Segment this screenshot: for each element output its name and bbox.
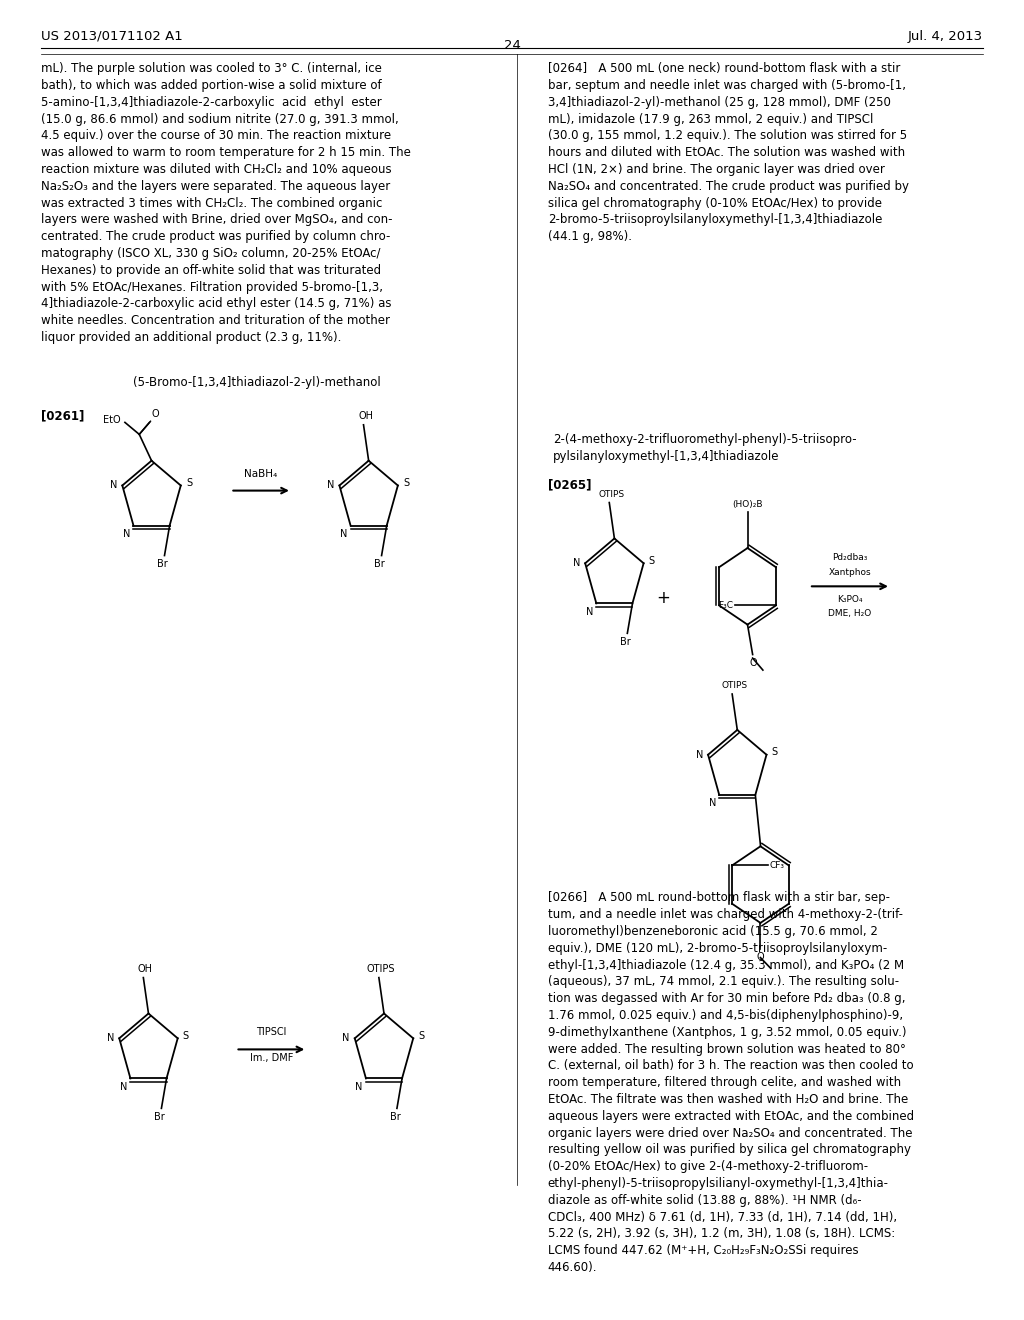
Text: N: N: [120, 1082, 127, 1092]
Text: Xantphos: Xantphos: [828, 568, 871, 577]
Text: OTIPS: OTIPS: [598, 490, 625, 499]
Text: [0265]: [0265]: [548, 479, 591, 491]
Text: (HO)₂B: (HO)₂B: [732, 499, 763, 508]
Text: [0266]   A 500 mL round-bottom flask with a stir bar, sep-
tum, and a needle inl: [0266] A 500 mL round-bottom flask with …: [548, 891, 914, 1274]
Text: OH: OH: [358, 412, 373, 421]
Text: +: +: [656, 589, 671, 607]
Text: NaBH₄: NaBH₄: [245, 469, 278, 479]
Text: Br: Br: [374, 560, 385, 569]
Text: Br: Br: [154, 1111, 165, 1122]
Text: F₃C: F₃C: [718, 601, 733, 610]
Text: N: N: [327, 480, 334, 491]
Text: DME, H₂O: DME, H₂O: [828, 609, 871, 618]
Text: O: O: [750, 659, 758, 668]
Text: Br: Br: [389, 1111, 400, 1122]
Text: S: S: [419, 1031, 425, 1041]
Text: OH: OH: [138, 964, 153, 974]
Text: S: S: [186, 478, 193, 488]
Text: S: S: [649, 556, 655, 566]
Text: N: N: [340, 529, 347, 539]
Text: N: N: [110, 480, 117, 491]
Text: N: N: [106, 1034, 114, 1043]
Text: [0261]: [0261]: [41, 409, 84, 422]
Text: OTIPS: OTIPS: [367, 964, 395, 974]
Text: K₃PO₄: K₃PO₄: [838, 595, 862, 603]
Text: Br: Br: [157, 560, 168, 569]
Text: TIPSCl: TIPSCl: [256, 1027, 287, 1038]
Text: Im., DMF: Im., DMF: [250, 1053, 293, 1063]
Text: Br: Br: [620, 638, 631, 647]
Text: S: S: [772, 747, 778, 758]
Text: N: N: [586, 607, 593, 616]
Text: (5-Bromo-[1,3,4]thiadiazol-2-yl)-methanol: (5-Bromo-[1,3,4]thiadiazol-2-yl)-methano…: [133, 376, 381, 388]
Text: S: S: [403, 478, 410, 488]
Text: [0264]   A 500 mL (one neck) round-bottom flask with a stir
bar, septum and need: [0264] A 500 mL (one neck) round-bottom …: [548, 62, 909, 243]
Text: N: N: [123, 529, 130, 539]
Text: CF₃: CF₃: [770, 861, 785, 870]
Text: S: S: [183, 1031, 189, 1041]
Text: OTIPS: OTIPS: [721, 681, 748, 690]
Text: US 2013/0171102 A1: US 2013/0171102 A1: [41, 30, 182, 44]
Text: 2-(4-methoxy-2-trifluoromethyl-phenyl)-5-triisopro-
pylsilanyloxymethyl-[1,3,4]t: 2-(4-methoxy-2-trifluoromethyl-phenyl)-5…: [553, 433, 857, 463]
Text: N: N: [572, 558, 580, 569]
Text: mL). The purple solution was cooled to 3° C. (internal, ice
bath), to which was : mL). The purple solution was cooled to 3…: [41, 62, 411, 345]
Text: Jul. 4, 2013: Jul. 4, 2013: [908, 30, 983, 44]
Text: EtO: EtO: [103, 414, 121, 425]
Text: N: N: [342, 1034, 349, 1043]
Text: N: N: [709, 799, 716, 808]
Text: O: O: [152, 409, 159, 418]
Text: N: N: [355, 1082, 362, 1092]
Text: O: O: [757, 952, 764, 961]
Text: N: N: [695, 750, 702, 760]
Text: 24: 24: [504, 40, 520, 53]
Text: Pd₂dba₃: Pd₂dba₃: [833, 553, 867, 562]
